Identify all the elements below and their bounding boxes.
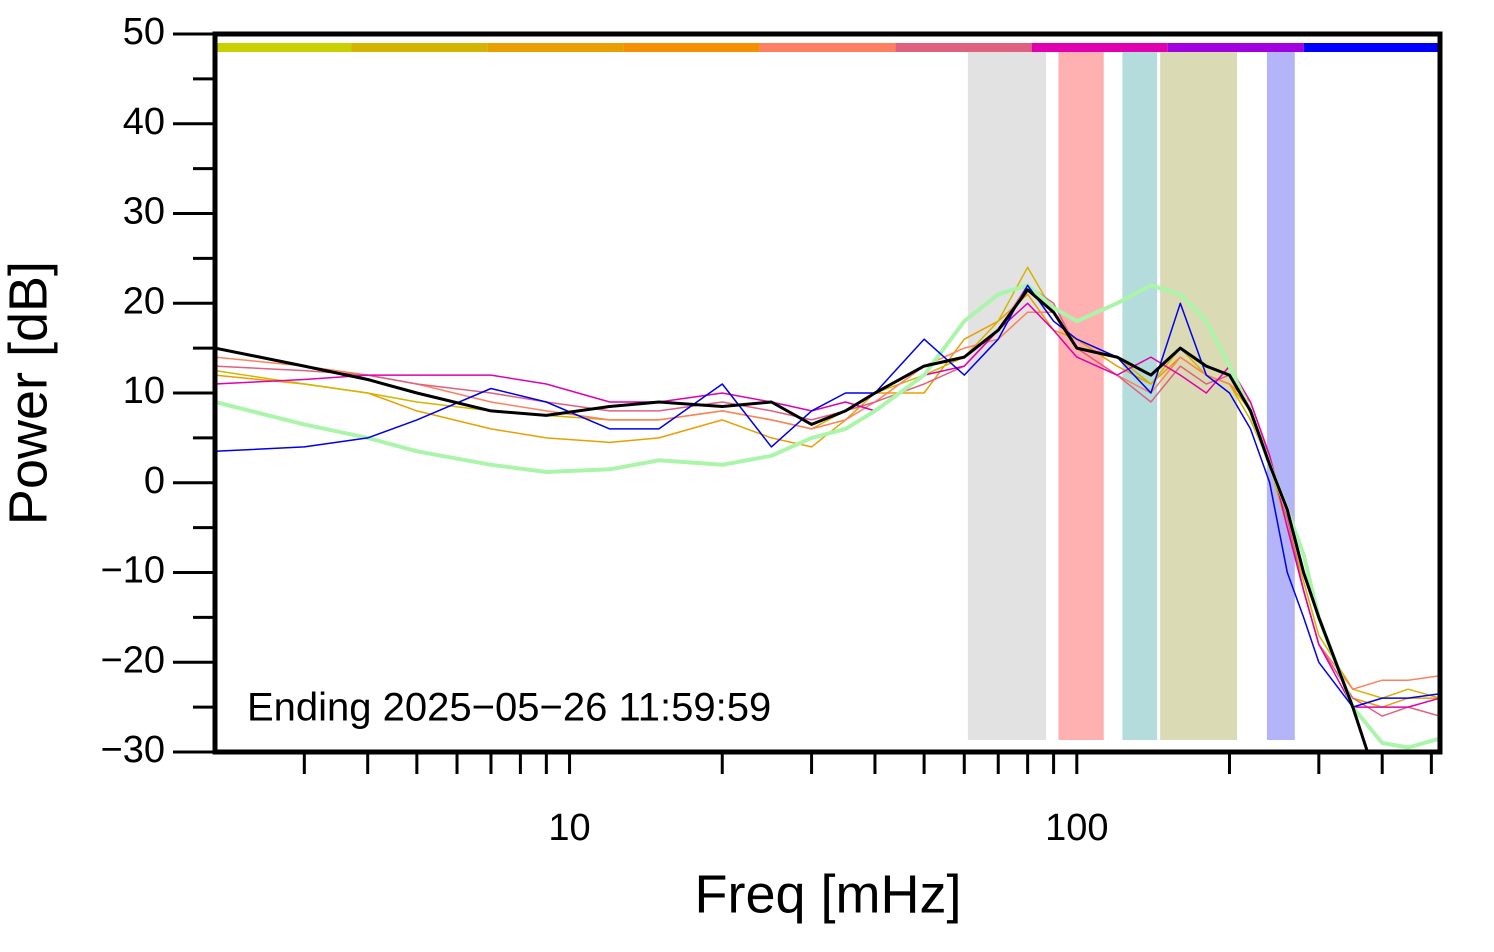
- bands: [215, 43, 1440, 740]
- series-line: [215, 311, 1440, 690]
- y-tick-label: 20: [123, 280, 165, 322]
- color-bar-segment: [1303, 43, 1440, 52]
- series-line: [215, 283, 1440, 750]
- y-tick-label: 10: [123, 370, 165, 412]
- y-tick-label: −30: [101, 729, 165, 771]
- y-tick-label: 0: [144, 460, 165, 502]
- y-axis-title: Power [dB]: [0, 261, 58, 525]
- color-bar-segment: [895, 43, 1032, 52]
- color-bar-segment: [623, 43, 760, 52]
- annotation: Ending 2025−05−26 11:59:59: [247, 686, 771, 730]
- y-tick-label: 40: [123, 101, 165, 143]
- series-line: [215, 288, 1370, 752]
- lines: [215, 266, 1440, 752]
- y-tick-label: −10: [101, 550, 165, 592]
- color-bar-segment: [487, 43, 624, 52]
- series-line: [215, 293, 1440, 708]
- band: [1058, 52, 1104, 740]
- y-tick-label: 50: [123, 11, 165, 53]
- color-bar-segment: [215, 43, 352, 52]
- band: [1160, 52, 1238, 740]
- band: [1266, 52, 1295, 740]
- color-bar-segment: [759, 43, 896, 52]
- color-bar-segment: [351, 43, 488, 52]
- plot-frame: [212, 31, 1443, 755]
- y-tick-label: 30: [123, 191, 165, 233]
- color-bar-segment: [1167, 43, 1304, 52]
- series-line: [215, 266, 1440, 699]
- x-axis-title: Freq [mHz]: [694, 864, 961, 924]
- color-bar-segment: [1031, 43, 1168, 52]
- series-line: [215, 302, 1440, 708]
- series-line: [215, 284, 1440, 717]
- series-line: [215, 284, 1440, 708]
- band: [967, 52, 1047, 740]
- x-tick-label: 10: [548, 807, 590, 849]
- band: [1122, 52, 1158, 740]
- x-tick-label: 100: [1045, 807, 1108, 849]
- y-tick-label: −20: [101, 639, 165, 681]
